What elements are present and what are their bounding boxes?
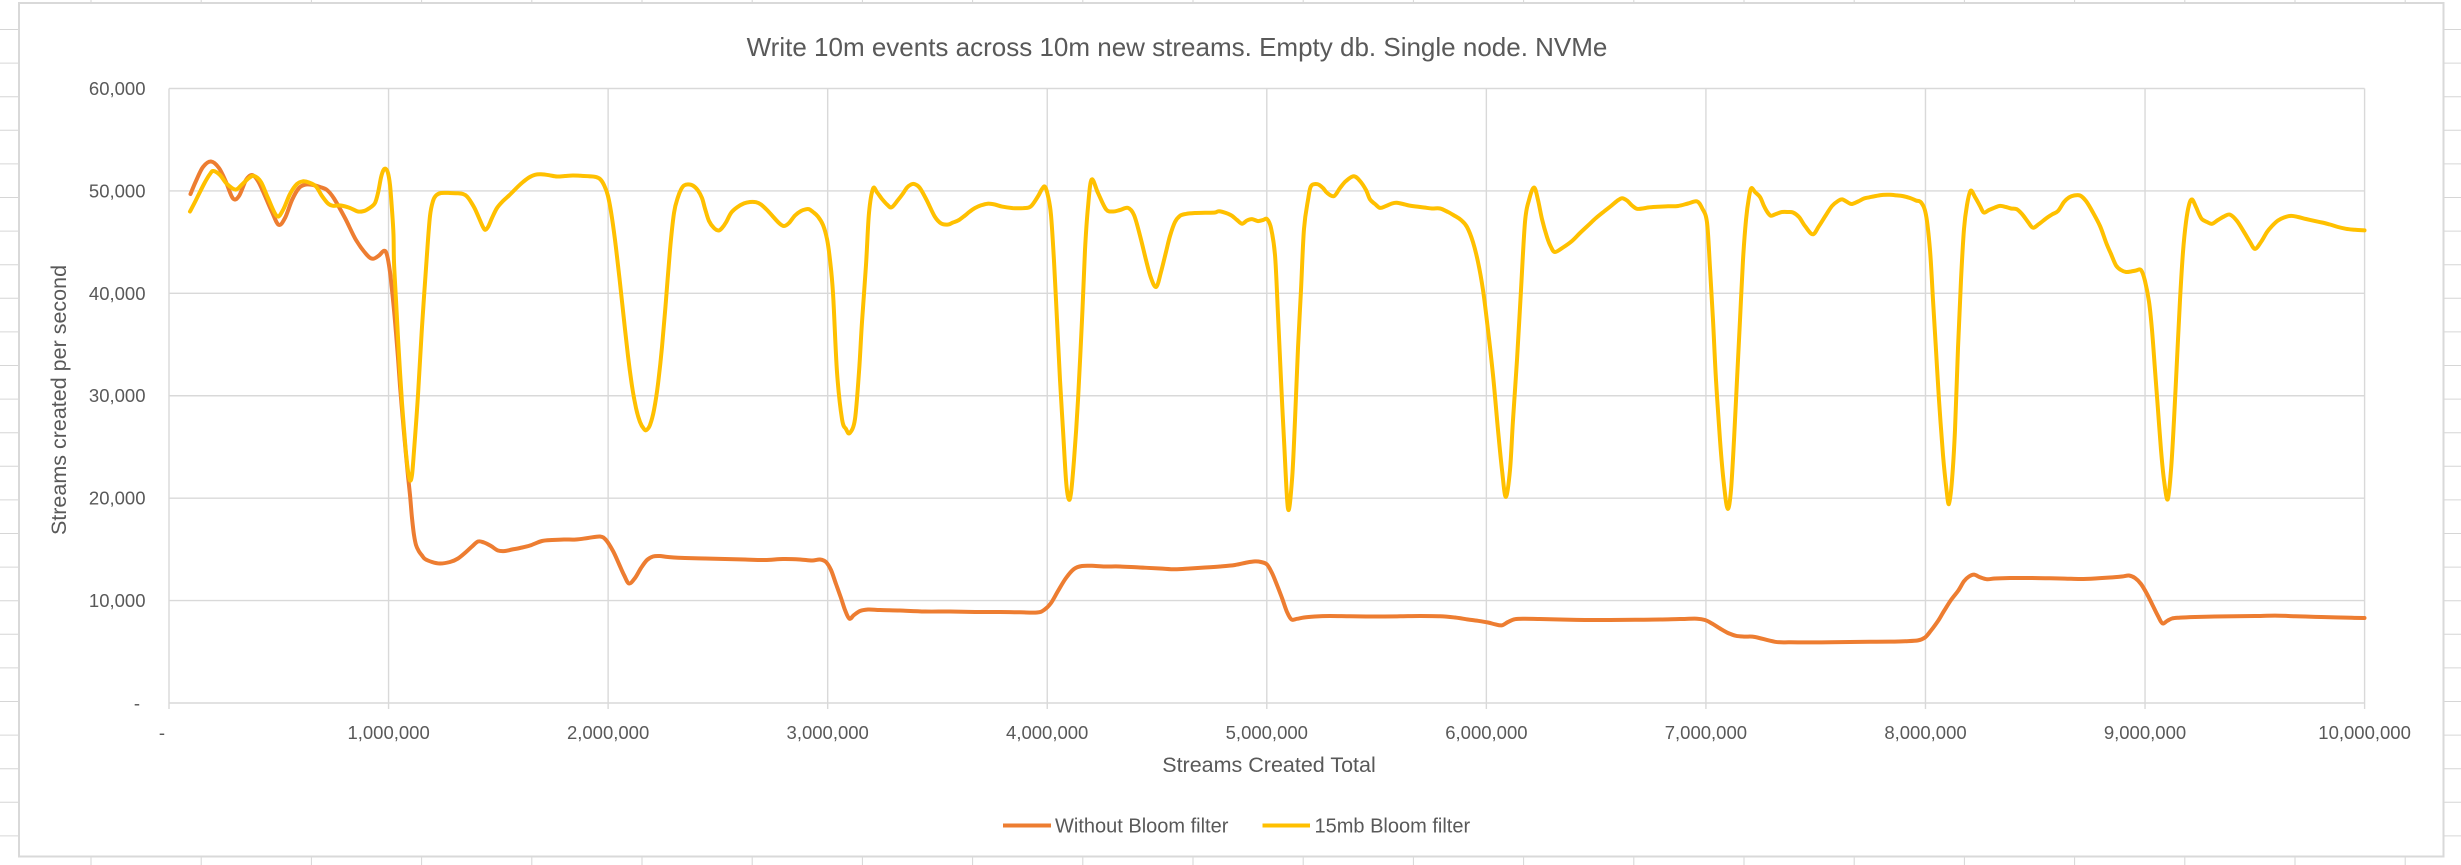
svg-text:10,000,000: 10,000,000 [2318, 722, 2411, 743]
svg-text:60,000: 60,000 [89, 78, 146, 99]
svg-text:-: - [159, 722, 165, 743]
svg-text:3,000,000: 3,000,000 [787, 722, 869, 743]
svg-text:20,000: 20,000 [89, 488, 146, 509]
svg-text:4,000,000: 4,000,000 [1006, 722, 1088, 743]
svg-text:15mb Bloom filter: 15mb Bloom filter [1315, 816, 1471, 838]
svg-text:8,000,000: 8,000,000 [1884, 722, 1966, 743]
svg-text:30,000: 30,000 [89, 385, 146, 406]
svg-text:Without Bloom filter: Without Bloom filter [1055, 816, 1229, 838]
svg-text:2,000,000: 2,000,000 [567, 722, 649, 743]
svg-text:Write 10m events across 10m ne: Write 10m events across 10m new streams.… [747, 32, 1608, 62]
svg-text:9,000,000: 9,000,000 [2104, 722, 2186, 743]
svg-text:7,000,000: 7,000,000 [1665, 722, 1747, 743]
svg-text:6,000,000: 6,000,000 [1445, 722, 1527, 743]
svg-text:1,000,000: 1,000,000 [347, 722, 429, 743]
svg-text:Streams created per second: Streams created per second [47, 265, 71, 535]
svg-text:-: - [134, 693, 140, 714]
svg-text:5,000,000: 5,000,000 [1226, 722, 1308, 743]
svg-text:40,000: 40,000 [89, 283, 146, 304]
svg-text:Streams Created Total: Streams Created Total [1162, 753, 1376, 777]
svg-text:50,000: 50,000 [89, 180, 146, 201]
svg-text:10,000: 10,000 [89, 590, 146, 611]
